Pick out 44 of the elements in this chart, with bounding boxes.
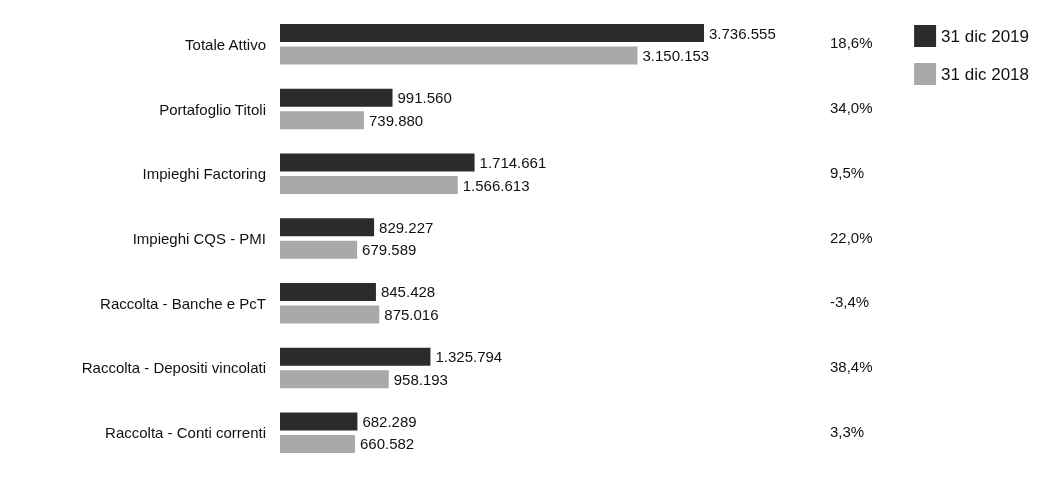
bar bbox=[280, 46, 638, 65]
data-label: 875.016 bbox=[384, 305, 439, 323]
data-label: 1.714.661 bbox=[479, 154, 547, 172]
data-label: 1.566.613 bbox=[462, 176, 530, 194]
y-tick-label: Raccolta - Banche e PcT bbox=[100, 294, 266, 312]
text: 18,6% bbox=[830, 34, 873, 52]
bar bbox=[280, 434, 355, 453]
text: 22,0% bbox=[830, 228, 873, 246]
text: 38,4% bbox=[830, 357, 873, 375]
bar bbox=[280, 176, 458, 195]
data-label: 3.736.555 bbox=[709, 24, 776, 42]
bar bbox=[280, 218, 375, 237]
data-label: 991.560 bbox=[397, 89, 452, 107]
text: -3,4% bbox=[830, 293, 870, 311]
data-label: 739.880 bbox=[368, 111, 424, 129]
legend-label: 31 dic 2019 bbox=[941, 26, 1029, 46]
text: 3,3% bbox=[830, 422, 865, 440]
data-label: 3.150.153 bbox=[642, 47, 710, 65]
data-label: 958.193 bbox=[393, 370, 448, 388]
y-tick-label: Impieghi Factoring bbox=[142, 165, 266, 183]
legend-label: 31 dic 2018 bbox=[941, 64, 1029, 84]
y-tick-label: Impieghi CQS - PMI bbox=[132, 230, 266, 247]
bar bbox=[280, 24, 704, 43]
y-tick-label: Portafoglio Titoli bbox=[159, 100, 266, 118]
y-tick-label: Totale Attivo bbox=[185, 35, 266, 53]
bar bbox=[280, 88, 393, 107]
y-tick-label: Raccolta - Conti correnti bbox=[105, 424, 266, 442]
data-label: 845.428 bbox=[380, 283, 436, 301]
data-label: 1.325.794 bbox=[435, 348, 503, 366]
data-label: 679.589 bbox=[362, 241, 417, 259]
bar bbox=[280, 370, 389, 389]
bar bbox=[280, 153, 475, 172]
data-label: 660.582 bbox=[359, 435, 415, 453]
bar bbox=[280, 282, 376, 301]
bar bbox=[280, 347, 431, 366]
bar bbox=[280, 412, 358, 431]
y-tick-label: Raccolta - Depositi vincolati bbox=[81, 359, 266, 377]
bar bbox=[280, 111, 364, 130]
text: 34,0% bbox=[830, 99, 873, 117]
bar bbox=[280, 305, 380, 324]
bar bbox=[280, 240, 358, 259]
text: 9,5% bbox=[830, 163, 865, 181]
data-label: 682.289 bbox=[362, 412, 417, 430]
data-label: 829.227 bbox=[379, 218, 434, 236]
